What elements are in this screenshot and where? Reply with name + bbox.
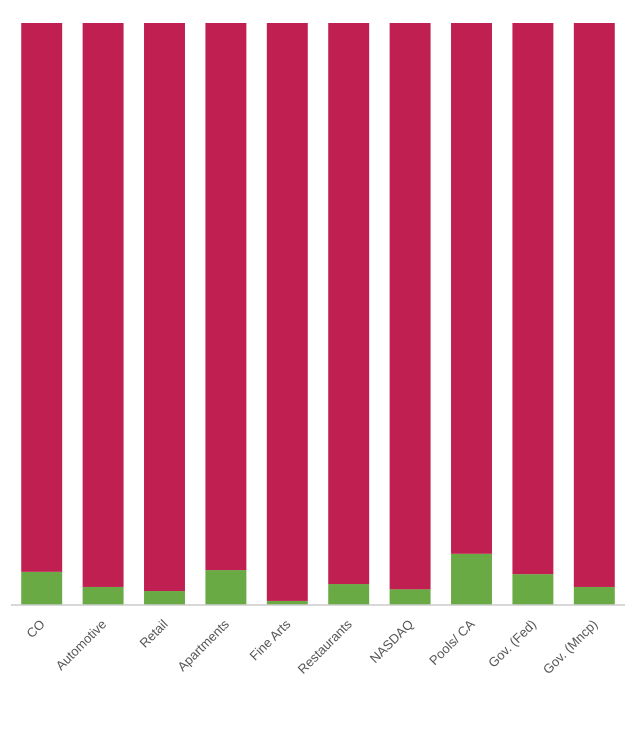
bar-segment xyxy=(205,570,247,605)
bar-segment xyxy=(573,586,615,605)
x-tick-label: Gov. (Fed) xyxy=(485,617,539,671)
bar-segment xyxy=(82,586,124,605)
bar-segment xyxy=(573,23,615,587)
bar-segment xyxy=(266,23,308,601)
bar-segment xyxy=(21,571,63,605)
x-tick-label: NASDAQ xyxy=(367,617,416,666)
bar-segment xyxy=(328,584,370,605)
x-tick-label: Restaurants xyxy=(295,616,356,677)
x-tick-label: Pools/ CA xyxy=(426,616,478,668)
bar-segment xyxy=(266,600,308,605)
bar-segment xyxy=(144,591,185,605)
bar-segment xyxy=(82,23,124,587)
x-tick-label: Retail xyxy=(137,616,171,650)
x-tick-label: Automotive xyxy=(53,617,110,674)
bar-segment xyxy=(144,23,185,592)
bar-segment xyxy=(328,23,370,585)
bar-segment xyxy=(451,23,492,554)
x-tick-label: Fine Arts xyxy=(247,616,294,663)
x-tick-label: Apartments xyxy=(174,616,232,674)
x-tick-label: CO xyxy=(23,617,47,641)
bar-segment xyxy=(512,23,554,575)
bar-segment xyxy=(389,589,431,605)
bar-segment xyxy=(205,23,247,571)
bar-segment xyxy=(389,23,431,590)
bar-segment xyxy=(451,553,492,605)
bar-segment xyxy=(512,574,554,605)
bar-segment xyxy=(21,23,63,572)
x-tick-label: Gov. (Mncp) xyxy=(540,617,601,678)
